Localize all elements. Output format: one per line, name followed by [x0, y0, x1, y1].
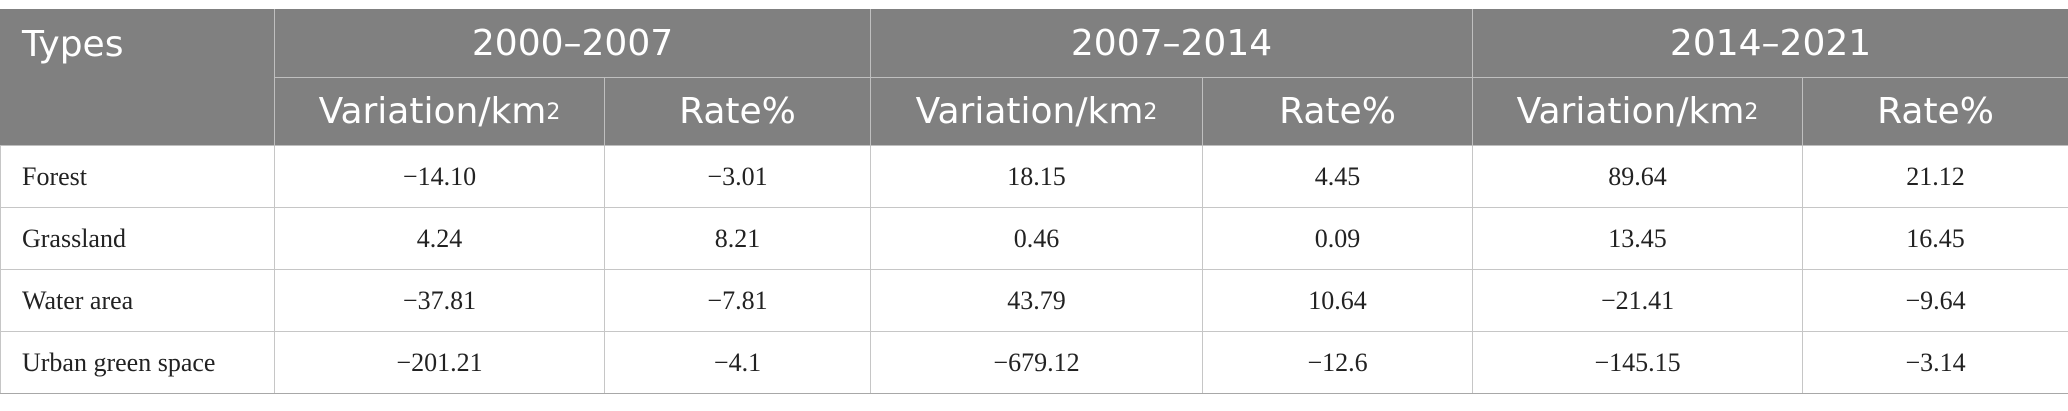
data-table-container: Types 2000–2007 2007–2014 2014–2021 Vari… — [0, 9, 2068, 394]
value-cell: 21.12 — [1802, 145, 2068, 208]
value-cell: 89.64 — [1472, 145, 1804, 208]
value-cell: 43.79 — [870, 269, 1204, 332]
period-header-2014-2021: 2014–2021 — [1472, 9, 2068, 78]
type-cell: Grassland — [0, 207, 275, 270]
value-cell: 10.64 — [1202, 269, 1474, 332]
value-cell: −21.41 — [1472, 269, 1804, 332]
variation-header: Variation/km2 — [1472, 77, 1804, 146]
type-cell: Urban green space — [0, 331, 275, 394]
value-cell: −9.64 — [1802, 269, 2068, 332]
value-cell: −12.6 — [1202, 331, 1474, 394]
value-cell: −4.1 — [603, 331, 872, 394]
value-cell: −3.01 — [603, 145, 872, 208]
table-row-water-area: Water area −37.81 −7.81 43.79 10.64 −21.… — [0, 269, 2068, 332]
type-cell: Forest — [0, 145, 275, 208]
type-cell: Water area — [0, 269, 275, 332]
types-header: Types — [0, 9, 275, 146]
header-row-metrics: Variation/km2 Rate% Variation/km2 Rate% … — [1, 77, 2068, 146]
value-cell: −37.81 — [274, 269, 605, 332]
table-row-urban-green-space: Urban green space −201.21 −4.1 −679.12 −… — [0, 331, 2068, 394]
value-cell: 4.24 — [274, 207, 605, 270]
value-cell: −14.10 — [274, 145, 605, 208]
value-cell: 4.45 — [1202, 145, 1474, 208]
value-cell: 0.46 — [870, 207, 1204, 270]
table-row-grassland: Grassland 4.24 8.21 0.46 0.09 13.45 16.4… — [0, 207, 2068, 270]
value-cell: −145.15 — [1472, 331, 1804, 394]
value-cell: 8.21 — [603, 207, 872, 270]
land-use-variation-table: Types 2000–2007 2007–2014 2014–2021 Vari… — [0, 9, 2068, 394]
value-cell: −679.12 — [870, 331, 1204, 394]
table-row-forest: Forest −14.10 −3.01 18.15 4.45 89.64 21.… — [0, 145, 2068, 208]
rate-header: Rate% — [1202, 77, 1474, 146]
value-cell: −7.81 — [603, 269, 872, 332]
table-body: Forest −14.10 −3.01 18.15 4.45 89.64 21.… — [0, 145, 2068, 394]
period-header-2000-2007: 2000–2007 — [273, 9, 872, 78]
period-header-2007-2014: 2007–2014 — [870, 9, 1474, 78]
header-row-periods: Types 2000–2007 2007–2014 2014–2021 — [0, 9, 2068, 146]
value-cell: 16.45 — [1802, 207, 2068, 270]
rate-header: Rate% — [1802, 77, 2068, 146]
variation-header: Variation/km2 — [274, 77, 605, 146]
rate-header: Rate% — [603, 77, 872, 146]
value-cell: 18.15 — [870, 145, 1204, 208]
variation-header: Variation/km2 — [870, 77, 1204, 146]
value-cell: 13.45 — [1472, 207, 1804, 270]
table-header: Types 2000–2007 2007–2014 2014–2021 Vari… — [0, 9, 2068, 146]
value-cell: 0.09 — [1202, 207, 1474, 270]
value-cell: −201.21 — [274, 331, 605, 394]
value-cell: −3.14 — [1802, 331, 2068, 394]
